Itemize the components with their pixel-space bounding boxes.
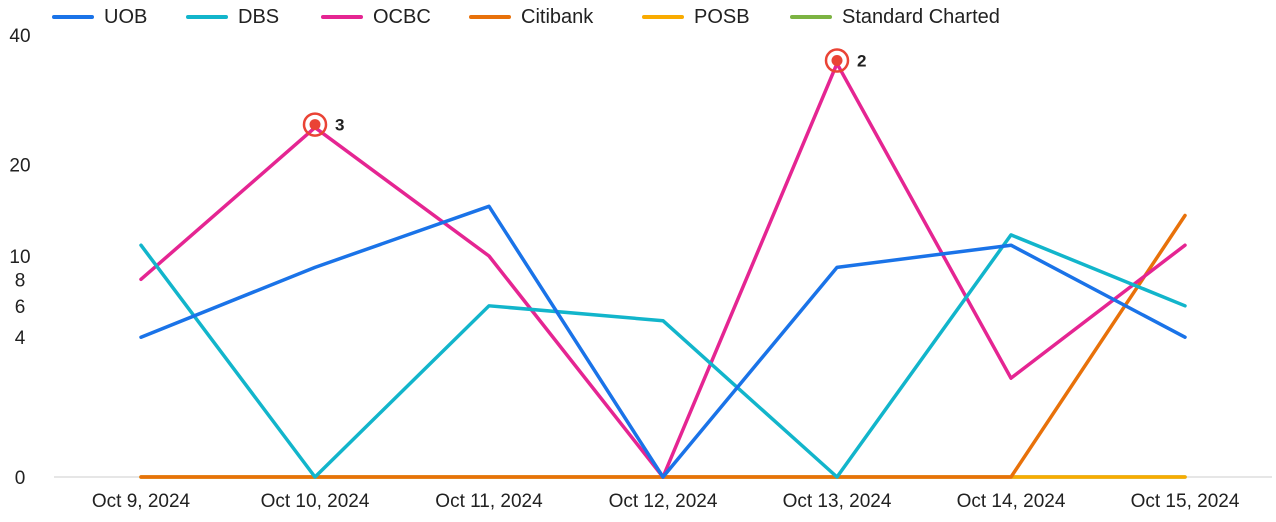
annotation-label: 3 [335, 116, 344, 135]
y-tick-label: 8 [15, 270, 26, 291]
legend-swatch [321, 15, 363, 19]
y-tick-label: 0 [15, 468, 26, 489]
legend-swatch [790, 15, 832, 19]
series-line-dbs [139, 233, 1187, 479]
legend-item-posb[interactable]: POSB [642, 4, 750, 30]
x-tick-label: Oct 15, 2024 [1131, 491, 1240, 512]
legend-label: DBS [238, 5, 280, 28]
series-line-uob [139, 204, 1187, 479]
legend-swatch [186, 15, 228, 19]
annotation-label: 2 [857, 52, 866, 71]
y-tick-label: 40 [9, 26, 30, 47]
legend-swatch [642, 15, 684, 19]
legend-item-dbs[interactable]: DBS [186, 4, 279, 30]
y-tick-label: 10 [9, 247, 30, 268]
legend-label: Standard Charted [842, 5, 1000, 28]
x-tick-label: Oct 13, 2024 [783, 491, 892, 512]
annotation-dot [831, 55, 843, 67]
x-tick-label: Oct 12, 2024 [609, 491, 718, 512]
legend-item-uob[interactable]: UOB [52, 4, 147, 30]
legend-swatch [469, 15, 511, 19]
legend-label: OCBC [373, 5, 431, 28]
x-tick-label: Oct 10, 2024 [261, 491, 370, 512]
series-line-ocbc [139, 61, 1187, 479]
legend-item-citibank[interactable]: Citibank [469, 4, 593, 30]
legend-item-standard-charted[interactable]: Standard Charted [790, 4, 1000, 30]
legend-label: POSB [694, 5, 750, 28]
annotation-ring [302, 112, 328, 137]
legend-label: Citibank [521, 5, 594, 28]
annotation-ring [824, 48, 850, 73]
y-tick-label: 6 [15, 297, 26, 318]
x-tick-label: Oct 14, 2024 [957, 491, 1066, 512]
legend-swatch [52, 15, 94, 19]
x-tick-label: Oct 9, 2024 [92, 491, 191, 512]
y-tick-label: 20 [9, 155, 30, 176]
annotation-dot [309, 119, 321, 131]
x-tick-label: Oct 11, 2024 [435, 491, 543, 512]
legend-label: UOB [104, 5, 148, 28]
y-tick-label: 4 [15, 328, 26, 349]
legend-item-ocbc[interactable]: OCBC [321, 4, 431, 30]
